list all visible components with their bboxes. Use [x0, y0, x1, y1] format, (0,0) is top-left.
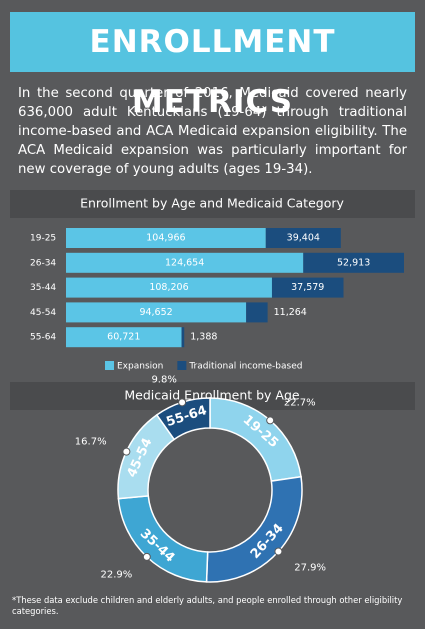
data-label: 9.8%: [151, 374, 176, 385]
legend-label: Expansion: [117, 362, 163, 372]
data-label: 39,404: [287, 233, 320, 244]
bar-segment: [66, 327, 182, 348]
bar-segment: [181, 327, 185, 348]
legend-label: Traditional income-based: [188, 362, 302, 372]
bar-segment: [271, 277, 344, 298]
page-title: ENROLLMENT METRICS: [10, 12, 415, 120]
y-tick-label: 19-25: [30, 234, 56, 244]
data-label: 60,721: [107, 332, 140, 343]
bar-segment: [66, 277, 272, 298]
data-label: 16.7%: [75, 437, 107, 448]
data-label: 27.9%: [294, 563, 326, 574]
bar-segment: [66, 302, 247, 323]
data-label: 11,264: [274, 307, 307, 318]
data-label: 52,913: [337, 257, 370, 268]
label-marker: [142, 552, 151, 561]
data-label: 1,388: [190, 332, 217, 343]
bar-segment: [246, 302, 268, 323]
footnote: *These data exclude children and elderly…: [12, 595, 403, 616]
bar-segment: [66, 228, 266, 248]
data-label: 22.9%: [101, 569, 133, 580]
y-tick-label: 45-54: [30, 308, 56, 318]
legend-swatch: [177, 361, 187, 370]
bar-segment: [265, 228, 341, 248]
donut-segment: [209, 397, 302, 482]
data-label: 94,652: [139, 307, 172, 318]
label-marker: [274, 547, 283, 556]
donut-segment: [155, 397, 211, 441]
y-tick-label: 35-44: [30, 283, 56, 293]
data-label: 22.7%: [284, 397, 316, 408]
label-marker: [122, 447, 131, 456]
label-marker: [266, 416, 275, 425]
y-tick-label: 55-64: [30, 333, 56, 343]
donut-title: Medicaid Enrollment by Age: [124, 388, 300, 403]
bar-chart-title: Enrollment by Age and Medicaid Category: [80, 196, 344, 211]
legend-swatch: [105, 361, 114, 370]
intro-text: In the second quarter of 2016, Medicaid …: [18, 86, 407, 177]
data-label: 104,966: [146, 233, 185, 244]
bar-segment: [66, 252, 304, 273]
data-label: 124,654: [165, 257, 204, 268]
donut-segment: [205, 475, 303, 583]
bar-segment: [303, 252, 404, 273]
data-label: 108,206: [149, 282, 188, 293]
label-marker: [178, 398, 187, 407]
section-band: [10, 190, 415, 218]
data-label: 37,579: [291, 282, 324, 293]
y-tick-label: 26-34: [30, 258, 56, 268]
